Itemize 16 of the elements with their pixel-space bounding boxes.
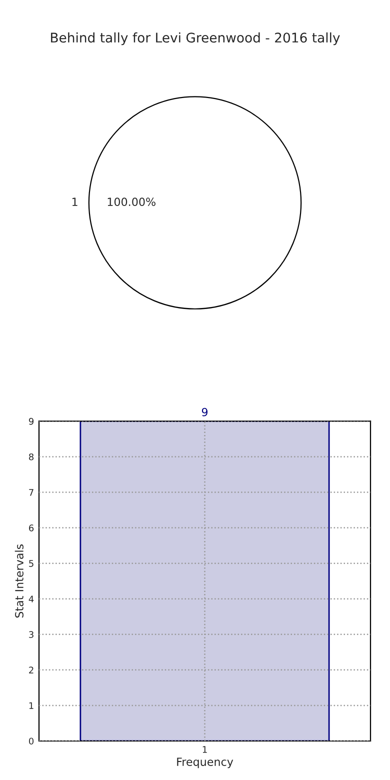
data-label: 9 — [202, 408, 208, 416]
y-tick-label: 4 — [28, 596, 34, 602]
y-tick-label: 0 — [28, 738, 34, 745]
y-tick-label: 3 — [29, 631, 34, 638]
data-label: 100.00% — [108, 198, 156, 206]
y-tick-label: 7 — [29, 489, 34, 496]
y-tick-label: 2 — [29, 666, 34, 674]
chart-title: Behind tally for Levi Greenwood - 2016 tally — [51, 32, 340, 46]
y-tick-label: 8 — [29, 453, 34, 460]
x-axis-title: Frequency — [177, 758, 234, 768]
y-tick-label: 1 — [29, 702, 34, 709]
y-tick-label: 6 — [29, 524, 34, 532]
y-tick-label: 9 — [28, 418, 34, 425]
y-axis-title: Stat Intervals — [14, 544, 24, 618]
slice-label: 1 — [72, 198, 78, 206]
y-tick-label: 5 — [29, 560, 34, 567]
